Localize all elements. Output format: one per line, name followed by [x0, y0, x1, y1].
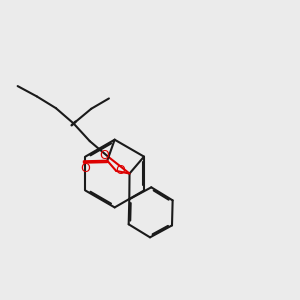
Text: O: O	[116, 164, 125, 177]
Text: O: O	[99, 149, 109, 162]
Text: O: O	[80, 162, 90, 175]
